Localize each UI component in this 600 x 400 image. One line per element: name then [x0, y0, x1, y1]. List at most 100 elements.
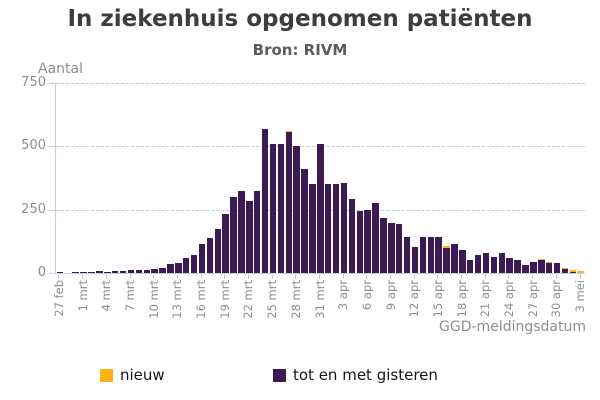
bar-group[interactable] — [135, 83, 143, 273]
bar-group[interactable] — [277, 83, 285, 273]
bar-group[interactable] — [561, 83, 569, 273]
bar-segment-tot-en-met-gisteren — [309, 184, 316, 273]
bar-group[interactable] — [119, 83, 127, 273]
bar-segment-tot-en-met-gisteren — [340, 183, 348, 273]
x-tick-mark — [555, 274, 557, 279]
legend-item-tot-en-met-gisteren[interactable]: tot en met gisteren — [273, 366, 438, 384]
bar-segment-tot-en-met-gisteren — [538, 260, 545, 273]
bar-segment-tot-en-met-gisteren — [498, 252, 506, 273]
x-tick-mark — [532, 274, 534, 279]
bar-group[interactable] — [348, 83, 356, 273]
legend-item-nieuw[interactable]: nieuw — [100, 366, 165, 384]
bar-segment-tot-en-met-gisteren — [372, 203, 379, 273]
bar-group[interactable] — [451, 83, 459, 273]
bar-group[interactable] — [64, 83, 72, 273]
bar-group[interactable] — [95, 83, 103, 273]
bar-group[interactable] — [529, 83, 537, 273]
bar-group[interactable] — [537, 83, 545, 273]
bar-group[interactable] — [206, 83, 214, 273]
x-tick-label: 22 mrt — [241, 280, 256, 319]
bar-group[interactable] — [411, 83, 419, 273]
bar-segment-tot-en-met-gisteren — [285, 132, 292, 273]
bar-group[interactable] — [222, 83, 230, 273]
bar-group[interactable] — [159, 83, 167, 273]
bar-group[interactable] — [261, 83, 269, 273]
bar-group[interactable] — [324, 83, 332, 273]
bar-group[interactable] — [466, 83, 474, 273]
bar-group[interactable] — [245, 83, 253, 273]
bar-group[interactable] — [364, 83, 372, 273]
bar-group[interactable] — [340, 83, 348, 273]
x-tick-label: 27 apr — [525, 280, 540, 318]
bar-group[interactable] — [72, 83, 80, 273]
bar-group[interactable] — [230, 83, 238, 273]
y-tick-label: 250 — [21, 201, 46, 217]
bar-group[interactable] — [293, 83, 301, 273]
bar-group[interactable] — [88, 83, 96, 273]
bar-group[interactable] — [545, 83, 553, 273]
bar-segment-nieuw — [443, 246, 450, 248]
bar-segment-tot-en-met-gisteren — [80, 272, 87, 273]
bar-group[interactable] — [435, 83, 443, 273]
x-tick-label: 28 mrt — [288, 280, 303, 319]
bar-group[interactable] — [174, 83, 182, 273]
bar-group[interactable] — [387, 83, 395, 273]
bar-segment-tot-en-met-gisteren — [88, 272, 95, 273]
bar-group[interactable] — [253, 83, 261, 273]
bar-group[interactable] — [380, 83, 388, 273]
bar-group[interactable] — [498, 83, 506, 273]
bar-group[interactable] — [214, 83, 222, 273]
bar-group[interactable] — [403, 83, 411, 273]
plot-area — [55, 83, 585, 274]
bar-group[interactable] — [577, 83, 585, 273]
x-tick-label: 3 mei — [573, 280, 588, 313]
chart-subtitle: Bron: RIVM — [252, 41, 348, 59]
bar-group[interactable] — [198, 83, 206, 273]
bar-group[interactable] — [490, 83, 498, 273]
bar-group[interactable] — [514, 83, 522, 273]
bar-group[interactable] — [395, 83, 403, 273]
bar-group[interactable] — [316, 83, 324, 273]
x-tick-mark — [295, 274, 297, 279]
bar-group[interactable] — [127, 83, 135, 273]
x-tick-label: 1 mrt — [75, 280, 90, 312]
bar-segment-tot-en-met-gisteren — [474, 255, 482, 273]
bar-segment-tot-en-met-gisteren — [427, 236, 435, 273]
bar-segment-tot-en-met-gisteren — [388, 223, 395, 273]
bar-group[interactable] — [356, 83, 364, 273]
bar-group[interactable] — [190, 83, 198, 273]
bar-group[interactable] — [143, 83, 151, 273]
bar-group[interactable] — [237, 83, 245, 273]
bar-group[interactable] — [372, 83, 380, 273]
bar-group[interactable] — [103, 83, 111, 273]
x-tick-label: 7 mrt — [123, 280, 137, 312]
bar-group[interactable] — [482, 83, 490, 273]
x-tick-label: 15 apr — [430, 280, 445, 318]
bar-group[interactable] — [309, 83, 317, 273]
bar-group[interactable] — [506, 83, 514, 273]
y-tick-label: 500 — [21, 138, 46, 154]
bar-group[interactable] — [151, 83, 159, 273]
bar-group[interactable] — [56, 83, 64, 273]
bar-group[interactable] — [182, 83, 190, 273]
bar-group[interactable] — [419, 83, 427, 273]
bar-group[interactable] — [80, 83, 88, 273]
bar-group[interactable] — [427, 83, 435, 273]
bar-segment-tot-en-met-gisteren — [222, 214, 229, 273]
bar-series — [56, 83, 585, 273]
bar-group[interactable] — [332, 83, 340, 273]
bar-group[interactable] — [269, 83, 277, 273]
bar-group[interactable] — [285, 83, 293, 273]
bar-group[interactable] — [474, 83, 482, 273]
bar-group[interactable] — [443, 83, 451, 273]
bar-group[interactable] — [111, 83, 119, 273]
bar-group[interactable] — [458, 83, 466, 273]
bar-group[interactable] — [301, 83, 309, 273]
bar-group[interactable] — [569, 83, 577, 273]
bar-group[interactable] — [553, 83, 561, 273]
bar-group[interactable] — [522, 83, 530, 273]
bar-segment-tot-en-met-gisteren — [143, 269, 150, 273]
bar-segment-tot-en-met-gisteren — [569, 272, 577, 273]
bar-group[interactable] — [166, 83, 174, 273]
